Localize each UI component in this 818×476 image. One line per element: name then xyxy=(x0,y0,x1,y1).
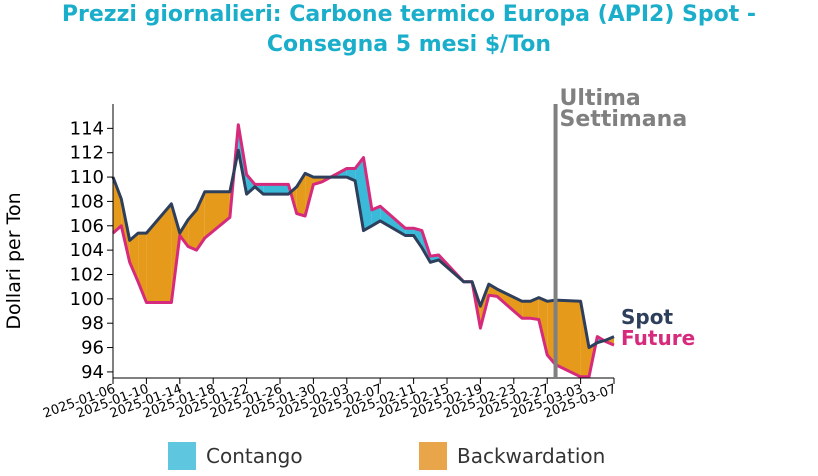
legend-swatch-contango xyxy=(168,442,196,470)
y-tick-label: 114 xyxy=(70,118,104,139)
backwardation-fill xyxy=(522,301,531,319)
backwardation-fill xyxy=(113,177,122,234)
backwardation-fill xyxy=(488,284,498,297)
legend-item-backwardation: Backwardation xyxy=(419,442,605,470)
y-tick-label: 106 xyxy=(70,216,104,237)
backwardation-fill xyxy=(146,203,172,303)
series-line-spot xyxy=(111,148,615,350)
y-tick-label: 94 xyxy=(81,362,104,383)
y-tick-label: 102 xyxy=(70,264,104,285)
y-tick-label: 96 xyxy=(81,338,104,359)
y-tick-label: 112 xyxy=(70,143,104,164)
legend-label-backwardation: Backwardation xyxy=(457,444,606,468)
spot-series-label: Spot xyxy=(621,305,673,329)
y-tick-label: 98 xyxy=(81,313,104,334)
legend-item-contango: Contango xyxy=(168,442,303,470)
contango-fill xyxy=(263,184,289,195)
chart-title-line1: Prezzi giornalieri: Carbone termico Euro… xyxy=(61,2,757,27)
backwardation-fill xyxy=(555,300,581,377)
backwardation-fill xyxy=(547,300,556,365)
backwardation-fill xyxy=(179,219,189,247)
y-tick-label: 100 xyxy=(70,289,104,310)
legend-swatch-backwardation xyxy=(419,442,447,470)
contango-fill xyxy=(246,174,255,195)
chart-title-line2: Consegna 5 mesi $/Ton xyxy=(266,32,552,57)
backwardation-fill xyxy=(204,191,230,238)
contango-fill xyxy=(405,228,414,236)
last-week-label-line1: Ultima xyxy=(560,86,641,111)
future-series-label: Future xyxy=(621,326,695,350)
backwardation-fill xyxy=(530,297,539,320)
backwardation-fill xyxy=(188,209,197,251)
chart-title: Prezzi giornalieri: Carbone termico Euro… xyxy=(0,0,818,60)
y-tick-label: 104 xyxy=(70,240,104,261)
y-tick-label: 110 xyxy=(70,167,104,188)
axes: 9496981001021041061081101121142025-01-06… xyxy=(3,104,618,422)
y-tick-label: 108 xyxy=(70,191,104,212)
backwardation-fill xyxy=(129,233,139,282)
legend-label-contango: Contango xyxy=(206,444,303,468)
series-lines xyxy=(111,123,615,379)
series-line-future xyxy=(112,123,615,379)
y-axis-label: Dollari per Ton xyxy=(3,192,25,329)
last-week-label-line2: Settimana xyxy=(560,107,688,132)
legend: Contango Backwardation xyxy=(0,442,818,472)
